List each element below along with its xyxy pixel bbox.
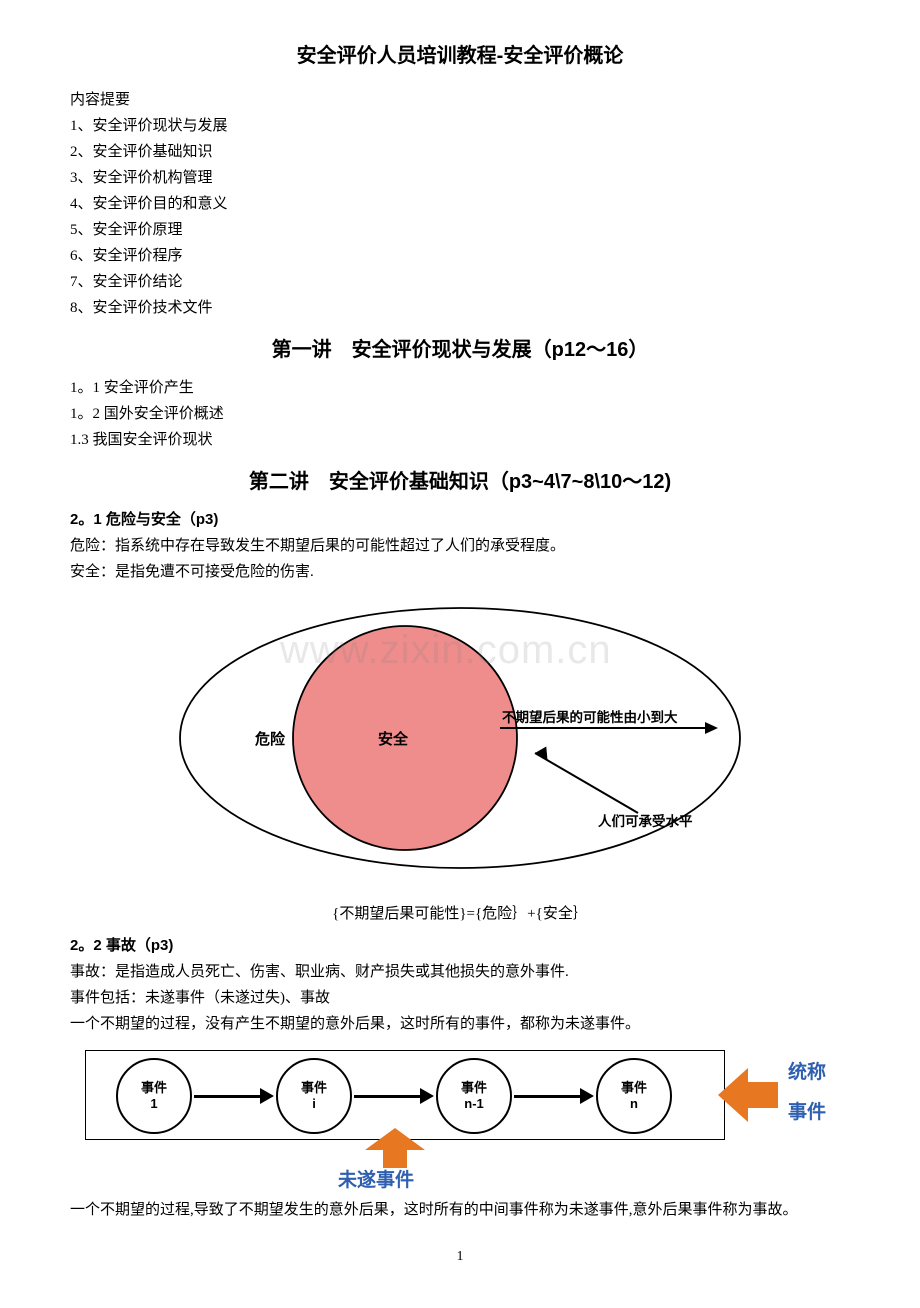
body-text: 事故：是指造成人员死亡、伤害、职业病、财产损失或其他损失的意外事件. — [70, 960, 850, 984]
section-2-1-head: 2。1 危险与安全（p3) — [70, 508, 850, 532]
venn-svg: 危险 安全 不期望后果的可能性由小到大人们可承受水平 — [160, 598, 760, 888]
toc-item: 5、安全评价原理 — [70, 218, 850, 242]
body-text: 一个不期望的过程，没有产生不期望的意外后果，这时所有的事件，都称为未遂事件。 — [70, 1012, 850, 1036]
event-node: 事件i — [276, 1058, 352, 1134]
event-chain-box: 事件1 事件i 事件n-1 事件n — [85, 1050, 725, 1140]
label-collective-1: 统称 — [788, 1058, 826, 1088]
chain-arrow-icon — [354, 1091, 434, 1101]
svg-text:危险: 危险 — [255, 730, 286, 748]
venn-diagram: www.zixin.com.cn 危险安全不期望后果的可能性由小到大人们可承受水… — [70, 598, 850, 896]
lecture1-item: 1.3 我国安全评价现状 — [70, 428, 850, 452]
svg-text:安全: 安全 — [378, 730, 409, 748]
toc-item: 4、安全评价目的和意义 — [70, 192, 850, 216]
venn-caption: {不期望后果可能性}={危险｝+{安全｝ — [70, 902, 850, 926]
page-title: 安全评价人员培训教程-安全评价概论 — [70, 40, 850, 72]
arrow-up-icon — [365, 1128, 425, 1168]
svg-text:不期望后果的可能性由小到大: 不期望后果的可能性由小到大 — [502, 709, 678, 725]
label-near-miss: 未遂事件 — [338, 1166, 414, 1196]
body-text: 安全：是指免遭不可接受危险的伤害. — [70, 560, 850, 584]
page-number: 1 — [70, 1246, 850, 1268]
section-2-2-head: 2。2 事故（p3) — [70, 934, 850, 958]
lecture1-item: 1。2 国外安全评价概述 — [70, 402, 850, 426]
lecture1-heading: 第一讲 安全评价现状与发展（p12～16） — [70, 334, 850, 366]
toc-item: 6、安全评价程序 — [70, 244, 850, 268]
arrow-left-icon — [718, 1068, 778, 1122]
chain-arrow-icon — [194, 1091, 274, 1101]
body-text: 一个不期望的过程,导致了不期望发生的意外后果，这时所有的中间事件称为未遂事件,意… — [70, 1198, 850, 1222]
lecture1-item: 1。1 安全评价产生 — [70, 376, 850, 400]
chain-arrow-icon — [514, 1091, 594, 1101]
body-text: 危险：指系统中存在导致发生不期望后果的可能性超过了人们的承受程度。 — [70, 534, 850, 558]
toc-item: 8、安全评价技术文件 — [70, 296, 850, 320]
label-collective-2: 事件 — [788, 1098, 826, 1128]
toc-label: 内容提要 — [70, 88, 850, 112]
body-text: 事件包括：未遂事件（未遂过失)、事故 — [70, 986, 850, 1010]
toc-item: 7、安全评价结论 — [70, 270, 850, 294]
svg-text:人们可承受水平: 人们可承受水平 — [598, 813, 693, 829]
toc-item: 1、安全评价现状与发展 — [70, 114, 850, 138]
event-node: 事件n — [596, 1058, 672, 1134]
toc-item: 2、安全评价基础知识 — [70, 140, 850, 164]
event-node: 事件1 — [116, 1058, 192, 1134]
event-chain-diagram: 事件1事件i事件n-1事件n 未遂事件 统称 事件 — [70, 1050, 850, 1170]
lecture2-heading: 第二讲 安全评价基础知识（p3~4\7~8\10～12) — [70, 466, 850, 498]
event-node: 事件n-1 — [436, 1058, 512, 1134]
toc-item: 3、安全评价机构管理 — [70, 166, 850, 190]
